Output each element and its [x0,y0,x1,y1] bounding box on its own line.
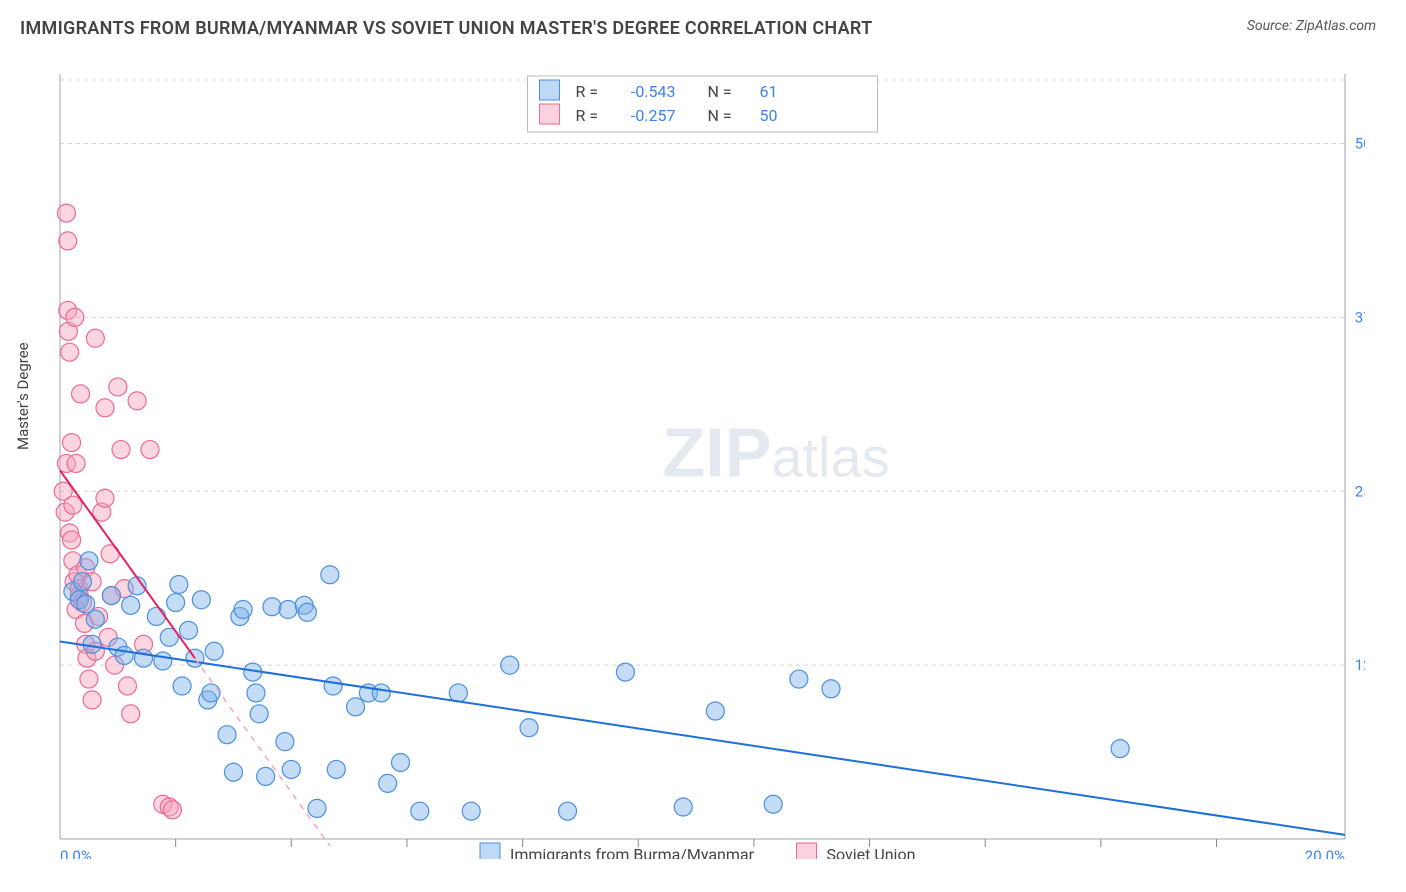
series2-point [57,204,75,222]
series1-point [263,598,281,616]
series1-point [616,663,634,681]
legend-n-value: 50 [760,106,778,125]
scatter-chart: 12.5% 25.0% 37.5% 50.0% 0.0% 20.0% ZIPatlas R =… [45,69,1365,859]
series1-point [559,802,577,820]
legend-r-value: -0.257 [631,106,676,125]
legend-swatch [540,80,560,100]
series2-point [163,801,181,819]
series1-point [764,795,782,813]
series1-point [80,552,98,570]
series2-point [63,531,81,549]
bottom-legend-label: Soviet Union [827,845,916,859]
y-tick-label: 37.5% [1355,308,1365,326]
y-tick-label: 25.0% [1355,482,1365,500]
title-bar: IMMIGRANTS FROM BURMA/MYANMAR VS SOVIET … [0,0,1406,49]
series1-point [250,705,268,723]
series1-point [173,677,191,695]
series1-point [706,702,724,720]
series2-point [141,441,159,459]
chart-title: IMMIGRANTS FROM BURMA/MYANMAR VS SOVIET … [20,18,872,39]
series1-point [298,603,316,621]
y-tick-label: 50.0% [1355,135,1365,153]
series1-point [234,601,252,619]
series2-point [67,454,85,472]
series2-point [61,343,79,361]
series1-point [83,635,101,653]
series2-point [96,489,114,507]
series1-point [324,677,342,695]
series1-point [462,802,480,820]
series2-point [118,677,136,695]
series1-point [205,642,223,660]
legend-r-label: R = [576,106,599,125]
source-value: ZipAtlas.com [1296,18,1376,34]
series2-point [80,670,98,688]
series1-point [170,575,188,593]
series2-point [109,378,127,396]
series1-point [520,719,538,737]
legend-n-value: 61 [760,82,778,101]
bottom-legend-swatch [797,843,817,859]
series1-point [218,726,236,744]
series1-point [224,763,242,781]
series2-point [96,399,114,417]
series2-point [63,434,81,452]
series1-point [115,646,133,664]
series1-point [279,601,297,619]
series1-point [674,798,692,816]
series2-point [64,496,82,514]
series1-point [321,566,339,584]
x-tick-label: 0.0% [60,847,92,859]
chart-area: 12.5% 25.0% 37.5% 50.0% 0.0% 20.0% ZIPatlas R =… [45,69,1406,859]
series1-point [122,596,140,614]
series1-point [202,684,220,702]
y-axis-label: Master's Degree [14,342,32,450]
series1-point [147,607,165,625]
series1-point [411,802,429,820]
y-tick-label: 12.5% [1355,656,1365,674]
legend-n-label: N = [708,106,732,125]
series1-point [167,594,185,612]
series1-point [102,587,120,605]
series2-point [72,385,90,403]
series2-point [112,441,130,459]
series1-point [327,760,345,778]
series1-point [822,680,840,698]
bottom-legend-swatch [480,843,500,859]
series2-point [83,691,101,709]
series1-point [154,652,172,670]
series1-point [180,621,198,639]
bottom-legend-label: Immigrants from Burma/Myanmar [510,845,755,859]
series1-point [86,610,104,628]
series1-point [276,733,294,751]
series1-point [392,754,410,772]
x-tick-label: 20.0% [1305,847,1345,859]
legend-n-label: N = [708,82,732,101]
series1-point [449,684,467,702]
series1-point [1111,740,1129,758]
legend-r-label: R = [576,82,599,101]
series1-point [501,656,519,674]
series1-point [308,799,326,817]
source-credit: Source: ZipAtlas.com [1247,18,1376,34]
series1-point [135,649,153,667]
series2-point [122,705,140,723]
series1-point [257,767,275,785]
legend-r-value: -0.543 [631,82,676,101]
series1-point [192,591,210,609]
series1-point [379,774,397,792]
series1-point [790,670,808,688]
source-label: Source: [1247,18,1296,34]
series1-point [73,573,91,591]
legend-swatch [540,104,560,124]
series2-point [128,392,146,410]
series1-point [282,760,300,778]
series2-point [66,308,84,326]
series1-point [372,684,390,702]
watermark: ZIPatlas [663,414,890,492]
series2-point [86,329,104,347]
series1-point [347,698,365,716]
series2-point [59,232,77,250]
series1-point [247,684,265,702]
